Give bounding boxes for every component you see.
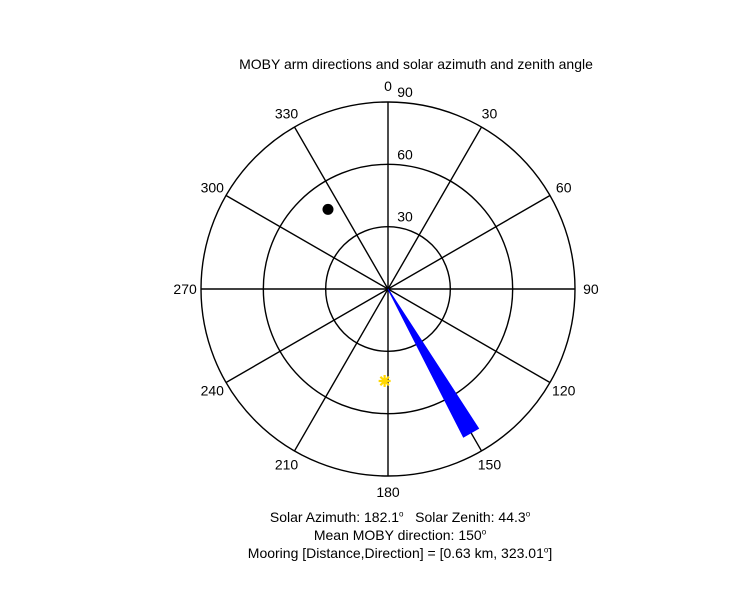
plot-marks <box>322 203 480 438</box>
mooring-text-end: ] <box>548 545 553 561</box>
degree-sign: o <box>399 509 404 519</box>
solar-azimuth-text: Solar Azimuth: 182.1 <box>269 509 400 525</box>
radial-label-30: 30 <box>397 209 413 225</box>
angle-label-210: 210 <box>275 457 299 473</box>
chart-title: MOBY arm directions and solar azimuth an… <box>239 56 593 72</box>
degree-sign: o <box>481 527 487 537</box>
degree-sign: o <box>525 509 531 519</box>
solar-caption: Solar Azimuth: 182.1o Solar Zenith: 44.3… <box>0 508 750 526</box>
angle-label-180: 180 <box>376 484 400 500</box>
radial-label-90: 90 <box>397 84 413 100</box>
tick-labels: 0 30 60 90 120 150 180 210 240 270 300 330 30 60 90 <box>173 78 598 500</box>
angle-label-120: 120 <box>552 382 576 398</box>
angle-label-240: 240 <box>201 382 225 398</box>
direction-caption: Mean MOBY direction: 150o <box>0 526 750 544</box>
solar-zenith-text: Solar Zenith: 44.3 <box>415 509 526 525</box>
angle-label-300: 300 <box>201 180 225 196</box>
sun-marker <box>378 374 391 387</box>
moby-arm-wedge <box>387 288 480 438</box>
mean-direction-text: Mean MOBY direction: 150 <box>313 527 482 543</box>
mooring-caption: Mooring [Distance,Direction] = [0.63 km,… <box>0 544 750 562</box>
angle-label-330: 330 <box>275 105 299 121</box>
radial-label-60: 60 <box>397 146 413 162</box>
mooring-text: Mooring [Distance,Direction] = [0.63 km,… <box>247 545 544 561</box>
degree-sign: o <box>543 545 549 555</box>
angle-label-270: 270 <box>173 281 197 297</box>
angle-label-150: 150 <box>478 457 502 473</box>
mooring-point <box>322 203 334 215</box>
angle-label-0: 0 <box>384 78 392 94</box>
angle-label-30: 30 <box>482 105 498 121</box>
angle-label-90: 90 <box>583 281 599 297</box>
angle-label-60: 60 <box>556 180 572 196</box>
